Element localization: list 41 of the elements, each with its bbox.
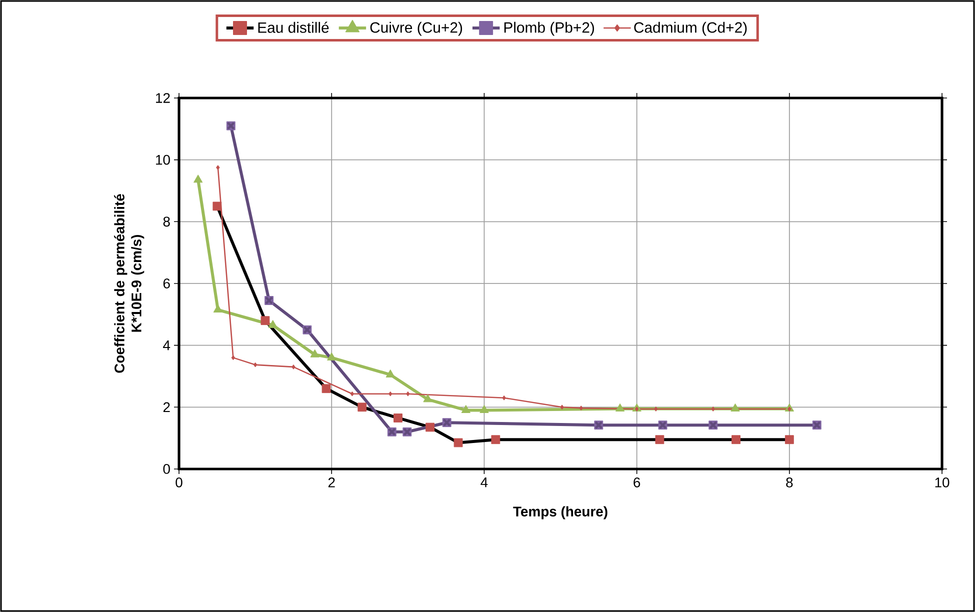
point (253, 362, 258, 368)
legend-label: Cadmium (Cd+2) (634, 22, 747, 36)
point (350, 391, 354, 396)
x-tick-label: 2 (328, 477, 335, 488)
x-tick-label: 10 (935, 477, 950, 488)
point (730, 403, 740, 412)
y-tick-label: 6 (163, 278, 170, 288)
point (480, 404, 489, 413)
point (292, 364, 296, 370)
x-tick-label: 0 (176, 477, 182, 488)
y-tick-label: 4 (163, 340, 170, 350)
point (615, 403, 625, 412)
point (461, 404, 470, 413)
x-tick-label: 6 (634, 477, 640, 488)
point (194, 174, 203, 183)
point (231, 355, 236, 360)
y-axis-title: Coefficient de perméabilité K*10E-9 (cm/s) (114, 194, 144, 373)
y-tick-label: 2 (163, 402, 170, 412)
point (788, 406, 792, 412)
x-tick-label: 4 (480, 478, 488, 488)
point (634, 406, 639, 412)
y-tick-label: 12 (156, 93, 170, 103)
legend-label: Plomb (Pb+2) (504, 22, 594, 36)
point (560, 404, 564, 410)
y-tick-label: 8 (163, 216, 170, 227)
point (423, 394, 432, 402)
point (406, 391, 410, 396)
legend-label: Cuivre (Cu+2) (370, 22, 462, 36)
point (213, 304, 223, 313)
point (268, 320, 278, 328)
point (216, 165, 220, 170)
point (502, 395, 506, 400)
point (327, 352, 336, 360)
legend-label: Eau distillé (258, 22, 329, 33)
y-tick-label: 10 (156, 154, 170, 165)
point (388, 391, 392, 396)
point (386, 369, 395, 378)
y-tick-label: 0 (163, 464, 170, 474)
x-axis-title: Temps (heure) (513, 506, 608, 520)
point (310, 349, 320, 358)
x-tick-label: 8 (786, 477, 793, 488)
